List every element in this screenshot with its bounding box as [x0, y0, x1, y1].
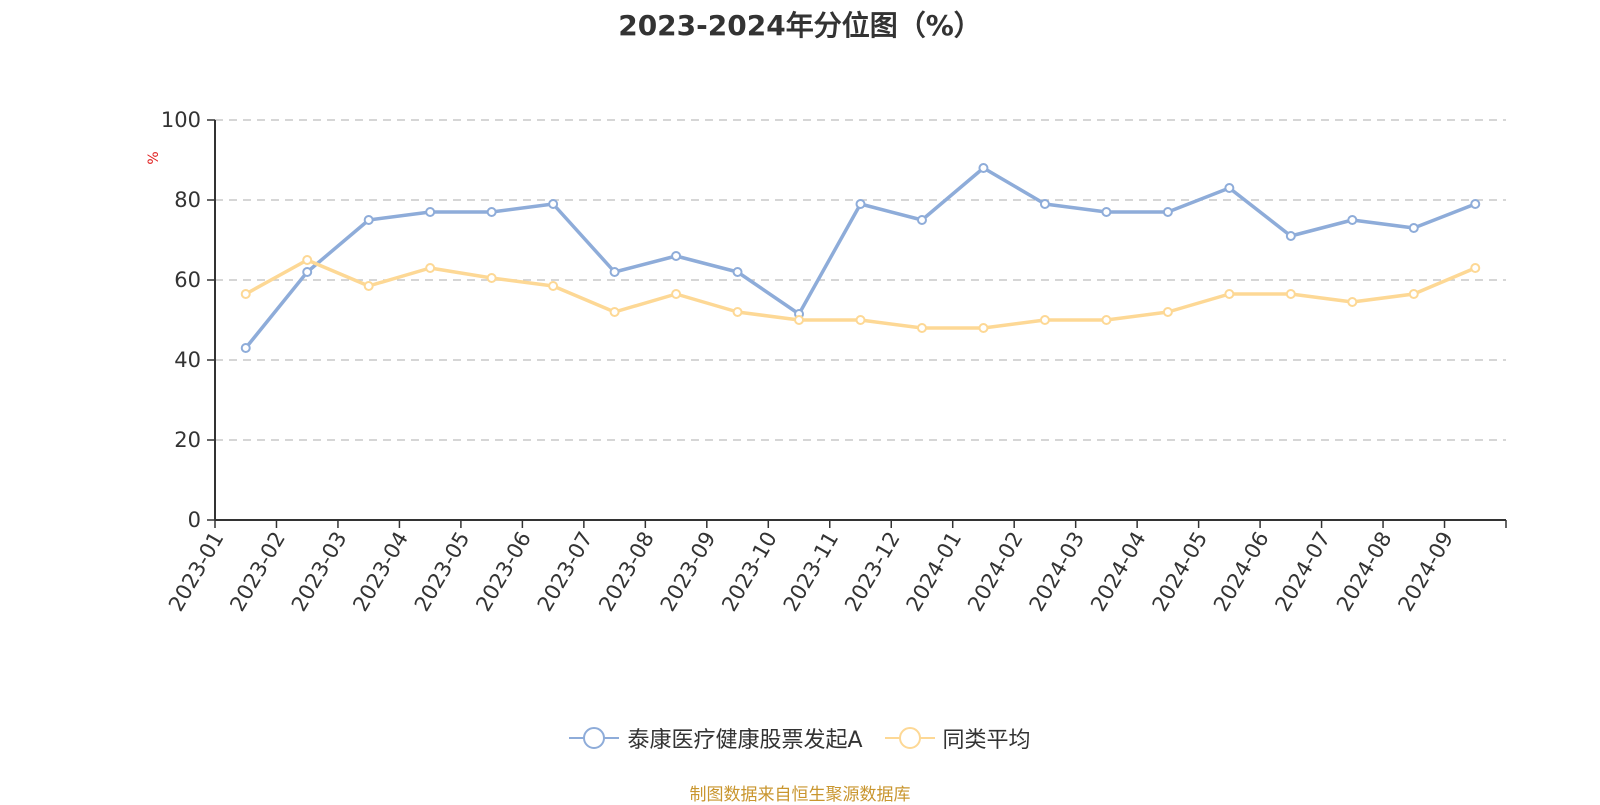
- x-tick-label: 2023-05: [410, 528, 475, 616]
- x-tick-label: 2023-09: [656, 528, 721, 616]
- data-point[interactable]: [1162, 307, 1173, 317]
- legend-label: 泰康医疗健康股票发起A: [627, 728, 863, 753]
- data-point[interactable]: [548, 281, 559, 291]
- data-point[interactable]: [363, 281, 374, 291]
- data-point[interactable]: [486, 273, 497, 283]
- data-point[interactable]: [916, 215, 927, 225]
- data-point[interactable]: [671, 251, 682, 261]
- y-tick-label: 0: [188, 508, 201, 532]
- data-point[interactable]: [1162, 207, 1173, 217]
- y-tick-label: 40: [174, 348, 201, 372]
- data-point[interactable]: [794, 315, 805, 325]
- data-point[interactable]: [1039, 199, 1050, 209]
- x-tick-label: 2024-02: [963, 528, 1028, 616]
- data-point[interactable]: [1470, 263, 1481, 273]
- y-tick-label: 60: [174, 268, 201, 292]
- data-source-note: 制图数据来自恒生聚源数据库: [689, 785, 911, 805]
- data-point[interactable]: [1101, 207, 1112, 217]
- x-tick-label: 2024-09: [1393, 528, 1458, 616]
- x-tick-label: 2023-07: [533, 528, 598, 616]
- y-tick-label: 80: [174, 188, 201, 212]
- y-tick-label: 20: [174, 428, 201, 452]
- data-point[interactable]: [978, 163, 989, 173]
- x-tick-label: 2023-04: [348, 528, 413, 616]
- x-tick-label: 2023-06: [471, 528, 536, 616]
- data-point[interactable]: [609, 307, 620, 317]
- x-tick-label: 2023-02: [225, 528, 290, 616]
- data-point[interactable]: [486, 207, 497, 217]
- data-point[interactable]: [855, 315, 866, 325]
- legend-label: 同类平均: [942, 728, 1031, 753]
- x-tick-label: 2023-11: [779, 528, 844, 616]
- y-axis-label: %: [146, 151, 162, 164]
- data-point[interactable]: [609, 267, 620, 277]
- data-point[interactable]: [732, 307, 743, 317]
- x-tick-label: 2023-10: [717, 528, 782, 616]
- data-point[interactable]: [425, 207, 436, 217]
- data-point[interactable]: [732, 267, 743, 277]
- data-point[interactable]: [916, 323, 927, 333]
- legend: 泰康医疗健康股票发起A 同类平均: [0, 722, 1600, 754]
- data-point[interactable]: [1039, 315, 1050, 325]
- data-point[interactable]: [302, 255, 313, 265]
- data-point[interactable]: [1224, 289, 1235, 299]
- legend-marker-icon: [569, 726, 620, 750]
- data-point[interactable]: [1101, 315, 1112, 325]
- chart-title: 2023-2024年分位图（%）: [618, 9, 982, 42]
- x-tick-label: 2024-08: [1332, 528, 1397, 616]
- data-point[interactable]: [1285, 289, 1296, 299]
- x-tick-label: 2023-12: [840, 528, 905, 616]
- data-point[interactable]: [1347, 215, 1358, 225]
- data-point[interactable]: [425, 263, 436, 273]
- line-chart: 020406080100%2023-012023-022023-032023-0…: [146, 108, 1507, 616]
- data-point[interactable]: [1347, 297, 1358, 307]
- data-point[interactable]: [240, 289, 251, 299]
- data-point[interactable]: [1285, 231, 1296, 241]
- data-point[interactable]: [302, 267, 313, 277]
- x-tick-label: 2024-05: [1147, 528, 1212, 616]
- legend-item-average[interactable]: 同类平均: [884, 722, 1031, 754]
- data-point[interactable]: [240, 343, 251, 353]
- data-point[interactable]: [978, 323, 989, 333]
- legend-item-fund[interactable]: 泰康医疗健康股票发起A: [569, 722, 863, 754]
- data-point[interactable]: [671, 289, 682, 299]
- x-tick-label: 2024-06: [1209, 528, 1274, 616]
- x-tick-label: 2023-08: [594, 528, 659, 616]
- x-tick-label: 2024-04: [1086, 528, 1151, 616]
- x-tick-label: 2023-01: [164, 528, 229, 616]
- y-tick-label: 100: [161, 108, 201, 132]
- data-point[interactable]: [548, 199, 559, 209]
- x-tick-label: 2024-07: [1270, 528, 1335, 616]
- data-point[interactable]: [1224, 183, 1235, 193]
- data-point[interactable]: [1470, 199, 1481, 209]
- data-point[interactable]: [855, 199, 866, 209]
- data-point[interactable]: [1408, 289, 1419, 299]
- data-point[interactable]: [1408, 223, 1419, 233]
- legend-marker-icon: [884, 726, 935, 750]
- x-tick-label: 2023-03: [287, 528, 352, 616]
- data-point[interactable]: [363, 215, 374, 225]
- x-tick-label: 2024-03: [1025, 528, 1090, 616]
- x-tick-label: 2024-01: [902, 528, 967, 616]
